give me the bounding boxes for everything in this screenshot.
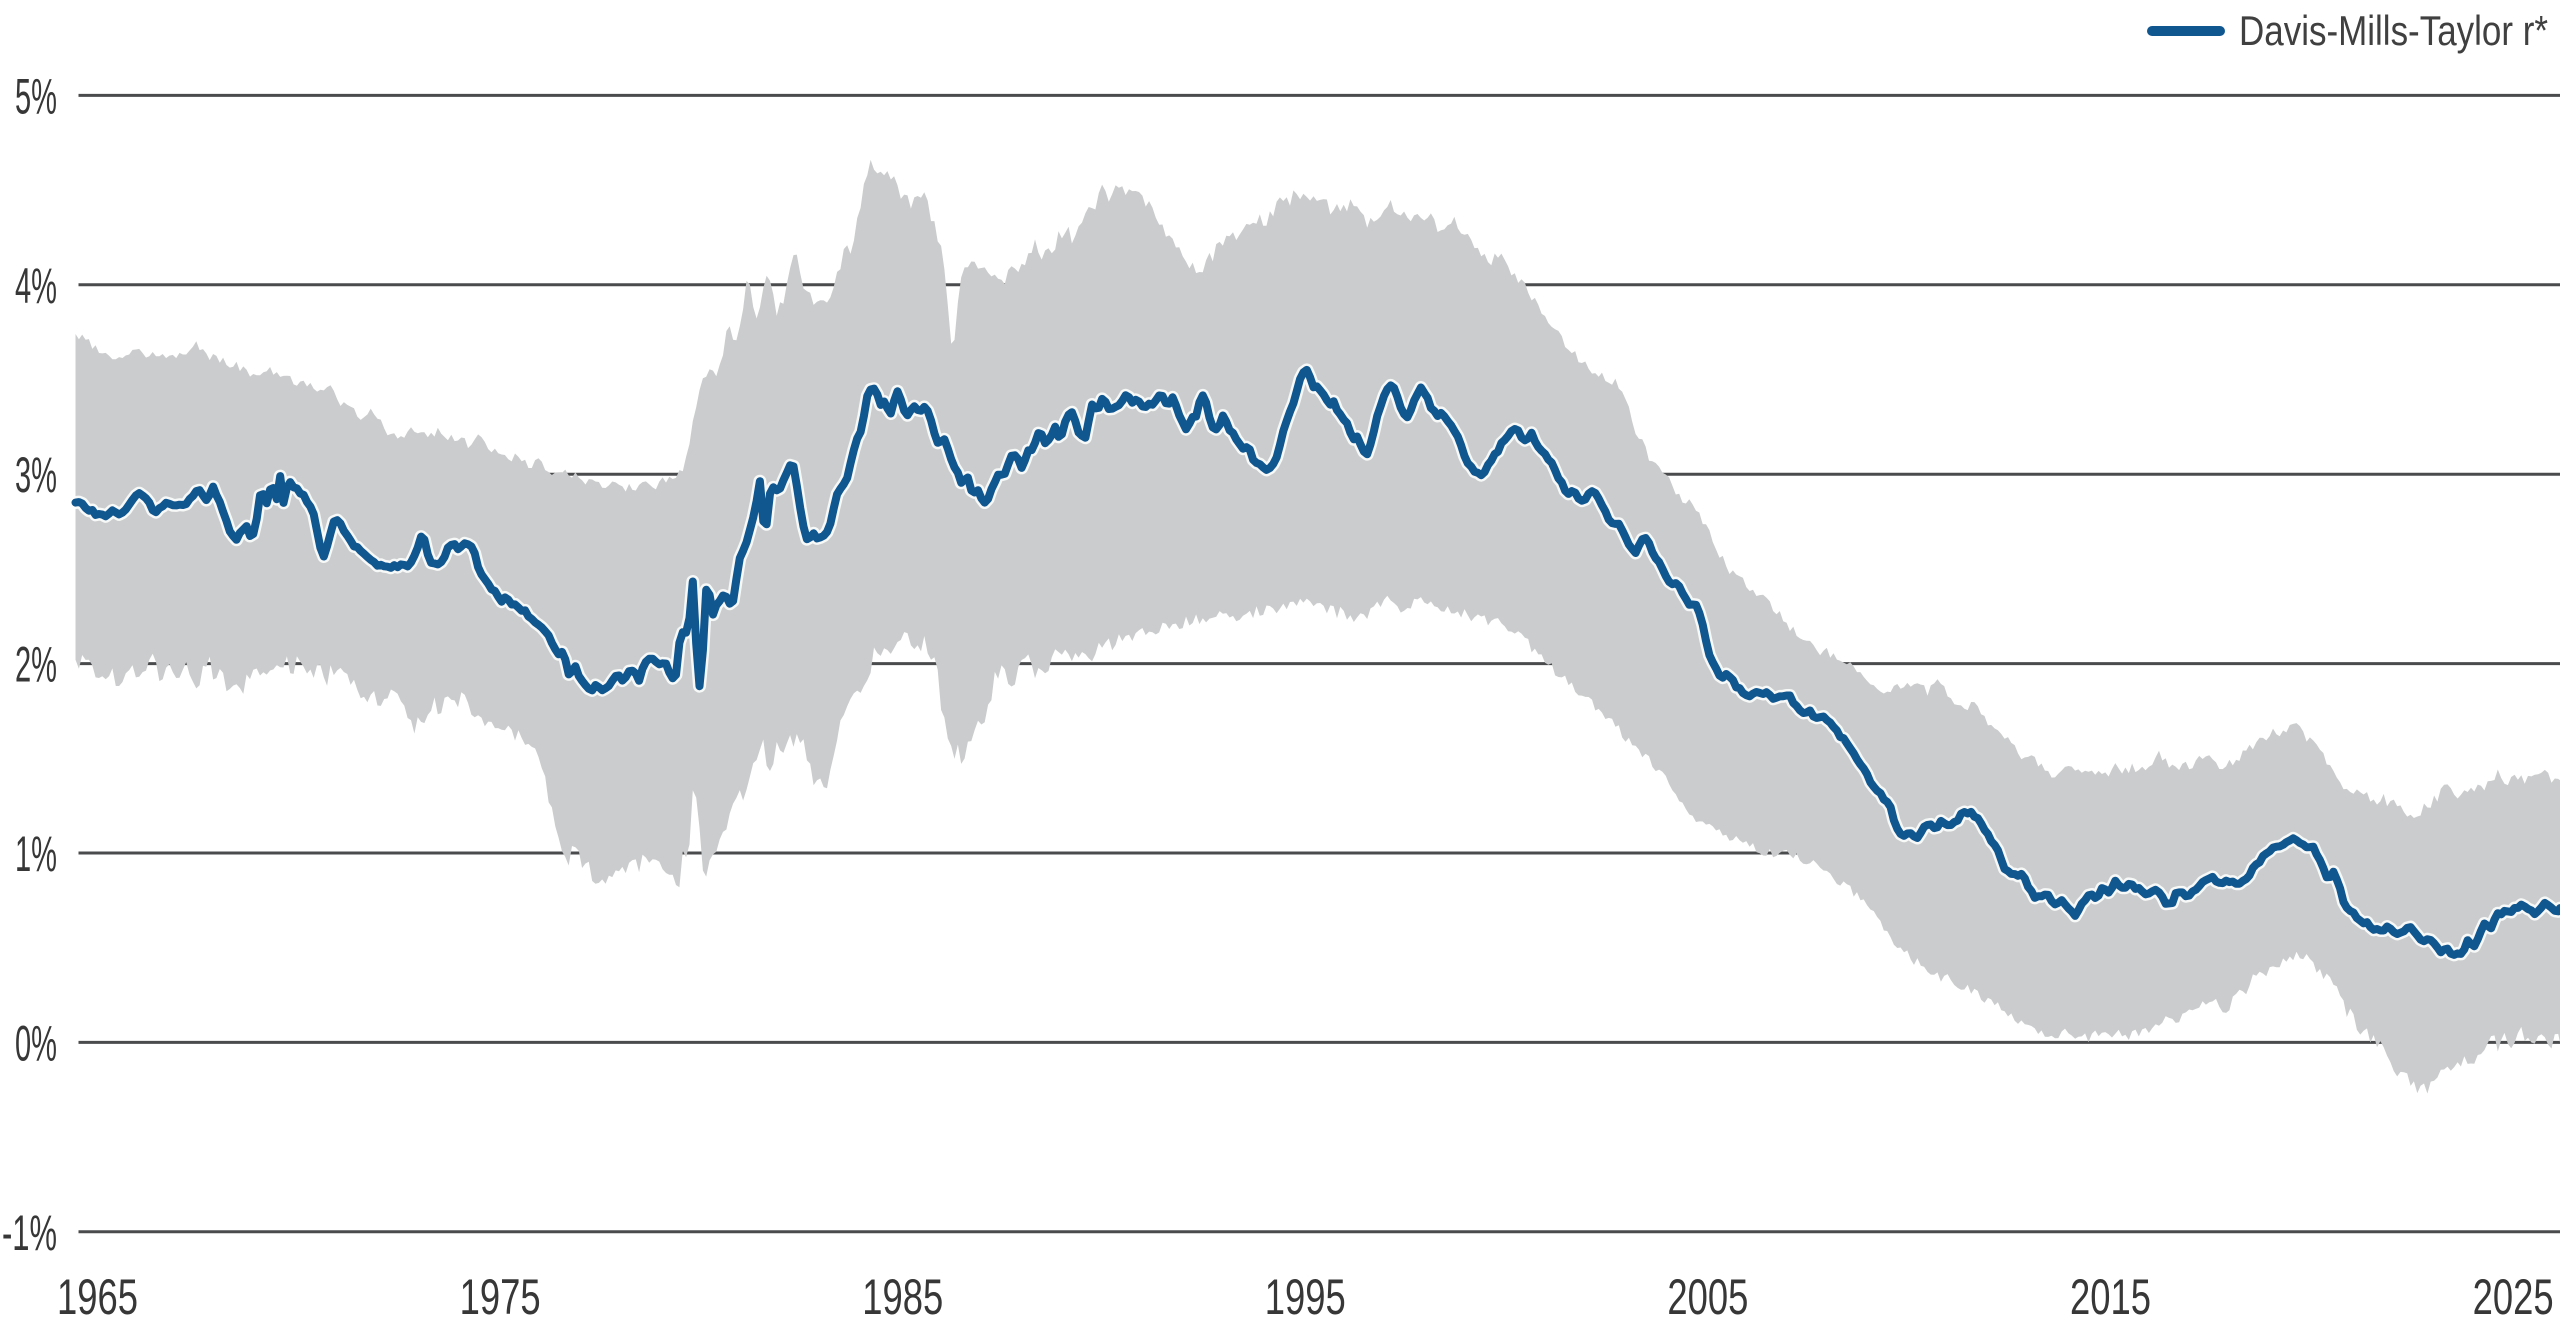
svg-text:2005: 2005 (1667, 1269, 1748, 1320)
svg-text:-1%: -1% (2, 1205, 57, 1261)
svg-text:Davis-Mills-Taylor r*: Davis-Mills-Taylor r* (2239, 7, 2548, 54)
svg-text:1965: 1965 (57, 1269, 138, 1320)
svg-text:4%: 4% (15, 258, 57, 314)
svg-text:2015: 2015 (2070, 1269, 2151, 1320)
svg-text:1975: 1975 (460, 1269, 541, 1320)
svg-text:0%: 0% (15, 1015, 57, 1071)
svg-text:1985: 1985 (862, 1269, 943, 1320)
svg-text:3%: 3% (15, 447, 57, 503)
svg-text:2%: 2% (15, 637, 57, 693)
svg-text:2025: 2025 (2473, 1269, 2554, 1320)
svg-text:5%: 5% (15, 68, 57, 124)
svg-text:1%: 1% (15, 826, 57, 882)
svg-text:1995: 1995 (1265, 1269, 1346, 1320)
